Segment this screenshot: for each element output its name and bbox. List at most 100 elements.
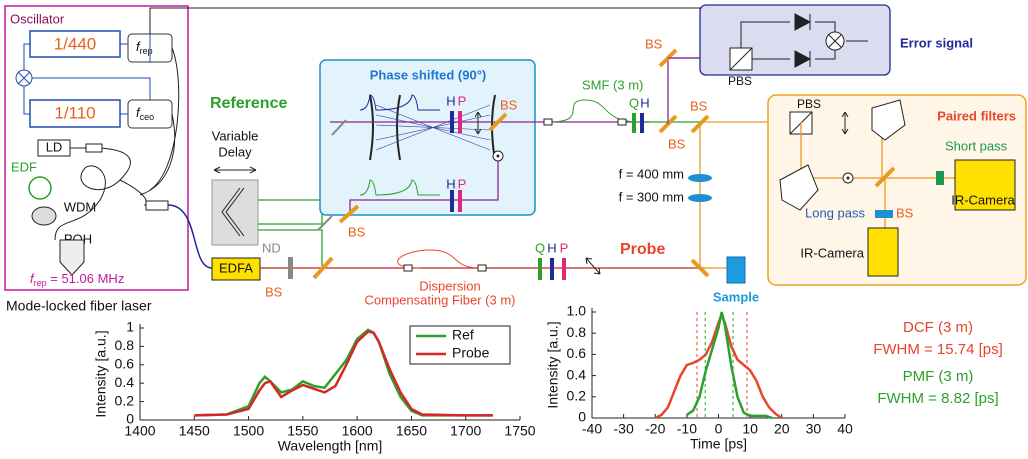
half-wave-plate [450,111,454,133]
pbs-label: PBS [797,97,821,111]
probe-label: Probe [620,241,665,258]
arrow [213,166,257,174]
beam [330,121,650,215]
symbol: f [136,105,141,120]
fiber [397,249,481,269]
isolator [145,200,169,211]
fceo-label: fceo [136,105,154,122]
annotation: FWHM = 15.74 [ps] [873,341,1003,358]
delay-stage [211,179,259,246]
quarter-wave-plate [538,258,542,280]
divider: 1/110 [54,103,95,122]
error-label: Error signal [900,35,973,50]
beam [258,229,323,268]
mirror [317,215,333,231]
plate-label: Q [535,240,545,255]
nd-label: ND [262,240,281,255]
half-wave-plate [640,113,644,133]
value: = 51.06 MHz [47,271,125,286]
x-tick-label: 1650 [396,423,427,439]
plate-label: P [458,176,467,191]
short-pass-label: Short pass [945,138,1008,153]
short-pass-filter [936,171,944,185]
fiber [549,99,641,123]
bs-label: BS [896,205,914,220]
beam [167,204,213,269]
y-tick-label: 0.8 [115,337,135,353]
bs-label: BS [500,97,518,112]
bs-label: BS [690,98,708,113]
y-tick-label: 0.4 [115,374,135,390]
oscillator-title: Oscillator [10,11,65,26]
oscillator-box [4,5,189,291]
beam-splitter [312,256,334,280]
prism [871,99,906,141]
data-line [194,330,493,417]
legend-label: Ref [452,327,474,343]
lens-label: f = 300 mm [619,189,684,204]
rep-rate: frep = 51.06 MHz [30,271,124,288]
mirror [331,119,347,136]
camera-label: IR-Camera [951,192,1015,207]
arrow [841,111,849,135]
curved-mirror [369,94,401,161]
connector [617,118,627,126]
plate-label: P [458,93,467,108]
phase-title: Phase shifted (90°) [370,67,486,82]
wdm-label: WDM [64,199,97,214]
x-axis-label: Wavelength [nm] [278,438,383,454]
x-tick-label: 20 [774,421,790,437]
x-tick-label: -20 [645,421,665,437]
x-tick-label: 1500 [233,423,264,439]
connector [543,118,553,126]
y-tick-label: 0.2 [567,388,587,404]
data-line [686,311,773,420]
annotation: FWHM = 8.82 [ps] [877,390,998,407]
edfa-box [211,257,261,281]
edf-label: EDF [11,159,37,174]
pbs [729,47,753,71]
ir-camera [867,227,899,277]
lens [688,174,712,182]
multipass [375,104,491,151]
plate-label: H [446,176,455,191]
pqh [31,206,57,226]
x-tick-label: 1400 [124,423,155,439]
lens [688,194,712,202]
collimator [59,239,85,276]
divider: 1/440 [54,34,97,53]
x-tick-label: 1550 [287,423,318,439]
bs-label: BS [645,36,663,51]
ir-camera [954,159,1016,211]
x-tick-label: 1700 [450,423,481,439]
y-axis-label: Intensity [a.u.] [93,330,109,417]
y-tick-label: 0.6 [567,345,587,361]
smf-label: SMF (3 m) [582,77,643,92]
isolator [85,143,103,153]
polarizer [458,190,462,212]
dcf-label: Dispersion [419,278,480,293]
pbs-label: PBS [728,74,752,88]
subscript: rep [140,46,153,56]
quarter-wave-plate [632,113,636,133]
delay-label: Variable [212,128,259,143]
plate-label: H [640,95,649,110]
arrow [585,257,601,275]
delay-label: Delay [218,144,252,159]
beam [667,57,700,124]
long-pass-filter [875,210,893,218]
filters-title: Paired filters [937,108,1016,123]
data-line [194,328,493,417]
pulse-sketch [359,94,440,111]
x-tick-label: -40 [582,421,602,437]
x-tick-label: 0 [715,421,723,437]
x-tick-label: 40 [837,421,853,437]
arrow [474,111,482,135]
plate-label: P [560,240,569,255]
polarizer [458,111,462,133]
beam-splitter [488,112,508,132]
x-tick-label: 1450 [179,423,210,439]
nd-filter [288,257,293,279]
y-tick-label: 0.2 [115,392,135,408]
